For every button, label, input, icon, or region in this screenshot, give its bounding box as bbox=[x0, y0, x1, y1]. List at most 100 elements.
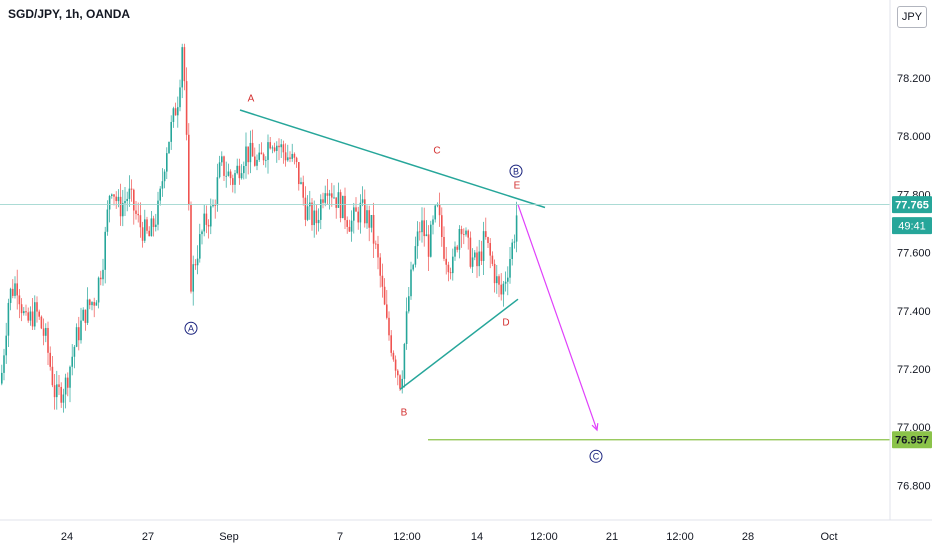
candle bbox=[469, 231, 472, 269]
candle-body bbox=[102, 269, 104, 280]
candle-body bbox=[445, 258, 447, 265]
candle bbox=[115, 191, 117, 209]
candle bbox=[368, 205, 370, 242]
candle-body bbox=[487, 237, 489, 244]
candle bbox=[51, 355, 54, 388]
candle bbox=[139, 202, 142, 238]
candle-body bbox=[34, 302, 36, 327]
candle-body bbox=[269, 142, 271, 149]
candle-body bbox=[161, 181, 164, 189]
candle bbox=[328, 189, 331, 210]
candle-body bbox=[93, 302, 95, 306]
candle-body bbox=[405, 311, 408, 344]
candle bbox=[218, 155, 221, 179]
candle-body bbox=[322, 199, 324, 203]
candle bbox=[128, 175, 131, 207]
candle bbox=[445, 246, 447, 275]
candle bbox=[236, 158, 238, 175]
candle bbox=[452, 248, 454, 281]
candle-body bbox=[53, 385, 56, 398]
candle-body bbox=[45, 327, 47, 336]
candle bbox=[36, 296, 38, 323]
candle bbox=[273, 142, 276, 153]
candle-body bbox=[311, 202, 313, 226]
currency-badge[interactable]: JPY bbox=[897, 6, 927, 28]
candle bbox=[192, 255, 194, 306]
candle bbox=[278, 138, 280, 161]
candle-body bbox=[408, 296, 410, 312]
candle bbox=[401, 370, 403, 394]
candle bbox=[223, 155, 225, 182]
candle-body bbox=[203, 213, 205, 232]
candle-body bbox=[18, 295, 21, 305]
candle bbox=[500, 273, 502, 301]
candle bbox=[265, 156, 267, 168]
price-axis[interactable]: 78.20078.00077.80077.60077.40077.20077.0… bbox=[897, 14, 931, 492]
candle-body bbox=[434, 205, 436, 220]
candle-body bbox=[232, 178, 234, 185]
candle bbox=[379, 253, 381, 288]
candle bbox=[509, 247, 511, 284]
candle bbox=[179, 79, 181, 112]
candle bbox=[181, 43, 183, 99]
time-axis[interactable]: 24 27 Sep 7 12:00 14 12:00 21 12:00 28 Oct bbox=[61, 531, 838, 543]
candle-body bbox=[276, 145, 278, 151]
candle-body bbox=[71, 356, 73, 367]
candle bbox=[456, 244, 458, 253]
candle bbox=[302, 175, 304, 206]
candle-body bbox=[333, 197, 335, 199]
candle bbox=[502, 281, 505, 307]
candle bbox=[111, 193, 113, 199]
symbol-title[interactable]: SGD/JPY, 1h, OANDA bbox=[8, 7, 131, 21]
candle-body bbox=[243, 166, 245, 174]
candle bbox=[425, 220, 428, 237]
candle bbox=[300, 177, 302, 185]
candle bbox=[390, 330, 392, 357]
candle-body bbox=[170, 121, 172, 142]
candle-body bbox=[84, 309, 87, 323]
lower-trendline[interactable] bbox=[399, 298, 519, 390]
candle-body bbox=[14, 283, 16, 296]
candle bbox=[141, 221, 144, 248]
candle-body bbox=[465, 230, 467, 235]
candle-body bbox=[254, 156, 256, 166]
candle-body bbox=[148, 230, 150, 237]
projection-arrow-line[interactable] bbox=[517, 204, 598, 431]
time-tick-label: 27 bbox=[142, 531, 154, 543]
candle-body bbox=[166, 153, 168, 172]
candle-body bbox=[342, 195, 344, 219]
upper-trendline[interactable] bbox=[239, 109, 546, 209]
candle bbox=[478, 239, 480, 277]
candle bbox=[485, 217, 487, 240]
candle bbox=[449, 267, 452, 280]
candle-body bbox=[124, 201, 126, 204]
candle bbox=[168, 141, 170, 155]
candle-body bbox=[313, 210, 315, 226]
candle bbox=[144, 209, 146, 244]
projection-arrowhead bbox=[591, 423, 599, 432]
candle-body bbox=[383, 286, 386, 305]
candles-layer bbox=[1, 43, 518, 413]
candle-body bbox=[498, 276, 500, 285]
candle bbox=[295, 156, 298, 168]
candle-body bbox=[401, 378, 403, 389]
candle-body bbox=[515, 215, 518, 242]
time-tick-label: 21 bbox=[606, 531, 618, 543]
candle bbox=[185, 67, 188, 141]
candle bbox=[441, 207, 443, 247]
candle bbox=[161, 168, 164, 197]
candle bbox=[29, 306, 32, 326]
candle bbox=[392, 350, 395, 362]
candle bbox=[201, 229, 203, 245]
candle bbox=[82, 307, 84, 322]
candle-body bbox=[375, 243, 377, 245]
candle bbox=[232, 174, 234, 193]
candle-body bbox=[212, 204, 214, 207]
candle-body bbox=[97, 277, 100, 303]
candle bbox=[80, 307, 82, 344]
candle bbox=[93, 297, 95, 318]
candle bbox=[227, 163, 230, 177]
candle-body bbox=[262, 154, 265, 161]
candle bbox=[480, 240, 483, 265]
